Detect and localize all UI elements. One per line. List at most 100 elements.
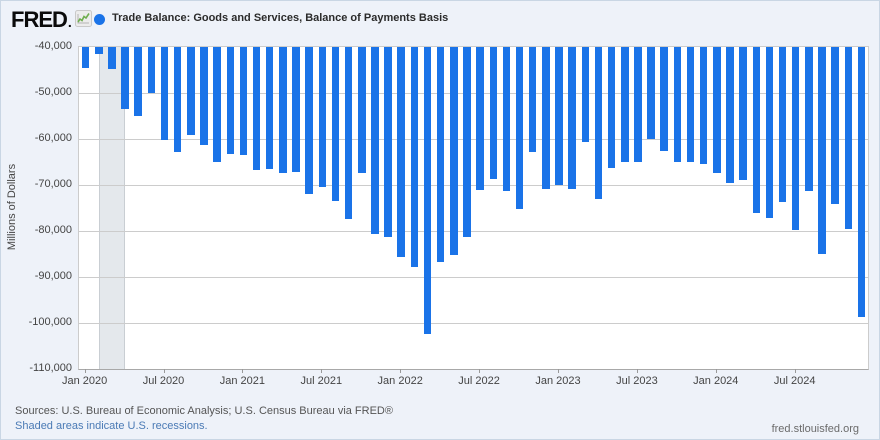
x-tick-label: Jan 2023 [535, 375, 581, 387]
bar[interactable] [594, 47, 603, 199]
bar[interactable] [318, 47, 326, 187]
x-tick-mark [715, 369, 717, 373]
x-tick-label: Jul 2020 [142, 375, 185, 387]
bar[interactable] [344, 47, 353, 219]
bar[interactable] [252, 47, 261, 170]
y-tick-label: -50,000 [34, 86, 72, 98]
bar[interactable] [528, 47, 537, 152]
bar[interactable] [765, 47, 774, 218]
plot-area [78, 46, 869, 370]
x-tick-mark [84, 369, 86, 373]
bar[interactable] [226, 47, 234, 154]
bar[interactable] [831, 47, 839, 204]
bar[interactable] [397, 47, 405, 257]
bar[interactable] [581, 47, 589, 142]
bar[interactable] [187, 47, 195, 135]
bar[interactable] [213, 47, 221, 162]
x-tick-mark [321, 369, 323, 373]
bar[interactable] [384, 47, 392, 237]
x-tick-mark [794, 369, 796, 373]
x-tick-mark [400, 369, 402, 373]
bar[interactable] [331, 47, 340, 201]
y-axis-title: Millions of Dollars [6, 163, 18, 251]
bar[interactable] [358, 47, 366, 173]
bar[interactable] [371, 47, 379, 234]
y-gridline [79, 323, 868, 324]
bar[interactable] [292, 47, 300, 172]
bar[interactable] [686, 47, 695, 162]
bar[interactable] [173, 47, 182, 152]
x-tick-label: Jul 2023 [616, 375, 658, 387]
fred-logo-mark: . [67, 14, 72, 30]
recession-note-link[interactable]: Shaded areas indicate U.S. recessions. [15, 420, 208, 432]
bar[interactable] [160, 47, 169, 140]
bar[interactable] [502, 47, 511, 191]
bar[interactable] [410, 47, 419, 267]
bar[interactable] [542, 47, 550, 189]
x-tick-mark [163, 369, 165, 373]
y-tick-label: -100,000 [28, 316, 72, 328]
bar[interactable] [568, 47, 576, 189]
x-tick-label: Jan 2020 [61, 375, 108, 387]
x-tick-label: Jan 2021 [219, 375, 266, 387]
chart-header: FRED. Trade Balance: Goods and Services,… [1, 1, 879, 37]
bar[interactable] [805, 47, 813, 191]
fred-logo-text: FRED [11, 6, 68, 32]
y-tick-label: -80,000 [34, 224, 72, 236]
bar[interactable] [634, 47, 642, 162]
y-tick-label: -60,000 [34, 132, 72, 144]
bar[interactable] [121, 47, 129, 109]
bar[interactable] [95, 47, 103, 54]
x-tick-mark [479, 369, 481, 373]
bar[interactable] [147, 47, 156, 93]
y-gridline [79, 93, 868, 94]
bar[interactable] [489, 47, 497, 179]
bar[interactable] [647, 47, 655, 139]
bar[interactable] [239, 47, 248, 155]
bar[interactable] [660, 47, 668, 151]
y-gridline [79, 139, 868, 140]
bar[interactable] [818, 47, 826, 254]
bar[interactable] [726, 47, 734, 183]
x-tick-label: Jan 2022 [377, 375, 423, 387]
y-gridline [79, 231, 868, 232]
bar[interactable] [423, 47, 432, 334]
x-tick-label: Jul 2022 [458, 375, 500, 387]
bar[interactable] [778, 47, 787, 202]
bar[interactable] [463, 47, 471, 237]
sources-text: Sources: U.S. Bureau of Economic Analysi… [15, 405, 393, 417]
bar[interactable] [436, 47, 445, 262]
bar[interactable] [673, 47, 682, 162]
bar[interactable] [305, 47, 313, 194]
bar[interactable] [621, 47, 629, 162]
y-tick-label: -70,000 [34, 178, 72, 190]
bar[interactable] [265, 47, 274, 169]
bar[interactable] [515, 47, 524, 209]
bar[interactable] [699, 47, 708, 164]
bar[interactable] [279, 47, 287, 173]
bar[interactable] [713, 47, 721, 173]
bar[interactable] [791, 47, 800, 230]
bar[interactable] [752, 47, 760, 213]
bar[interactable] [607, 47, 616, 168]
bar[interactable] [555, 47, 563, 185]
y-tick-label: -40,000 [34, 40, 72, 52]
x-tick-label: Jul 2021 [300, 375, 343, 387]
bar[interactable] [844, 47, 852, 229]
bar[interactable] [476, 47, 484, 190]
fred-url-link[interactable]: fred.stlouisfed.org [771, 423, 859, 435]
bar[interactable] [134, 47, 142, 116]
bar[interactable] [739, 47, 747, 180]
legend-marker-icon [94, 14, 105, 25]
fred-logo[interactable]: FRED. [11, 7, 92, 32]
x-tick-mark [242, 369, 244, 373]
y-gridline [79, 277, 868, 278]
bar[interactable] [108, 47, 116, 69]
bar[interactable] [200, 47, 208, 145]
bar[interactable] [450, 47, 458, 255]
recession-shading [98, 47, 125, 369]
bar[interactable] [81, 47, 90, 68]
y-tick-label: -90,000 [34, 270, 72, 282]
bar[interactable] [857, 47, 866, 317]
